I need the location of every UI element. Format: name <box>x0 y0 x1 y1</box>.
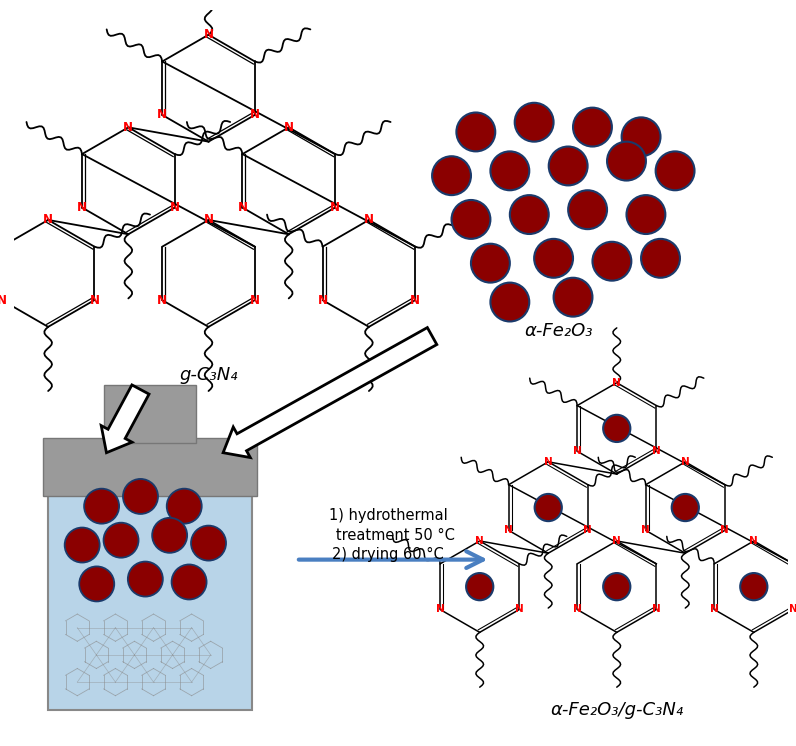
Text: N: N <box>652 604 661 615</box>
Circle shape <box>166 489 201 524</box>
Circle shape <box>607 142 646 181</box>
Text: N: N <box>170 201 180 214</box>
Circle shape <box>573 107 612 146</box>
Text: N: N <box>410 294 420 307</box>
Circle shape <box>553 278 592 316</box>
Text: N: N <box>505 525 513 536</box>
Text: N: N <box>318 294 328 307</box>
Circle shape <box>535 494 562 521</box>
Bar <box>48 467 252 710</box>
Circle shape <box>626 195 665 234</box>
Circle shape <box>622 117 661 156</box>
Text: N: N <box>0 294 7 307</box>
Circle shape <box>672 494 699 521</box>
Circle shape <box>451 200 490 239</box>
Text: N: N <box>612 377 621 388</box>
Circle shape <box>592 242 631 280</box>
Circle shape <box>152 518 187 553</box>
Text: N: N <box>720 525 729 536</box>
Text: N: N <box>43 213 53 227</box>
Text: N: N <box>573 446 582 457</box>
Text: N: N <box>204 213 213 227</box>
Text: N: N <box>475 536 484 546</box>
Polygon shape <box>223 327 437 457</box>
Circle shape <box>490 151 529 190</box>
Circle shape <box>123 479 158 514</box>
Text: N: N <box>544 457 552 467</box>
Text: N: N <box>330 201 340 214</box>
Text: N: N <box>250 294 259 307</box>
Text: N: N <box>158 294 167 307</box>
Circle shape <box>84 489 119 524</box>
Text: N: N <box>583 525 592 536</box>
Circle shape <box>80 566 115 601</box>
Circle shape <box>641 239 680 278</box>
Circle shape <box>103 523 139 558</box>
Circle shape <box>603 573 630 601</box>
Text: 1) hydrothermal: 1) hydrothermal <box>329 508 447 524</box>
Circle shape <box>740 573 767 601</box>
Circle shape <box>548 146 587 186</box>
Circle shape <box>128 562 163 597</box>
Text: N: N <box>204 28 213 41</box>
Text: N: N <box>515 604 524 615</box>
Text: N: N <box>283 121 294 134</box>
Text: N: N <box>158 108 167 122</box>
Text: N: N <box>237 201 248 214</box>
Circle shape <box>64 527 100 562</box>
Circle shape <box>656 151 695 190</box>
Text: N: N <box>250 108 259 122</box>
Circle shape <box>490 283 529 322</box>
Text: 2) drying 60 °C: 2) drying 60 °C <box>333 548 444 562</box>
Circle shape <box>432 156 471 195</box>
Bar <box>43 438 257 496</box>
Text: α-Fe₂O₃/g-C₃N₄: α-Fe₂O₃/g-C₃N₄ <box>550 701 683 719</box>
Text: N: N <box>364 213 374 227</box>
Text: treatment 50 °C: treatment 50 °C <box>322 528 455 543</box>
Polygon shape <box>101 385 149 453</box>
Text: N: N <box>612 536 621 546</box>
Text: g-C₃N₄: g-C₃N₄ <box>179 366 238 384</box>
Text: N: N <box>77 201 87 214</box>
Circle shape <box>466 573 494 601</box>
Text: N: N <box>652 446 661 457</box>
Circle shape <box>568 190 607 229</box>
Text: N: N <box>710 604 719 615</box>
Text: N: N <box>573 604 582 615</box>
Circle shape <box>471 244 510 283</box>
Circle shape <box>515 103 553 142</box>
Circle shape <box>510 195 548 234</box>
Circle shape <box>534 239 573 278</box>
Circle shape <box>456 113 495 151</box>
Text: N: N <box>89 294 100 307</box>
Circle shape <box>191 526 226 560</box>
Text: N: N <box>123 121 134 134</box>
Text: N: N <box>681 457 689 467</box>
Circle shape <box>603 415 630 442</box>
Text: N: N <box>435 604 444 615</box>
Text: α-Fe₂O₃: α-Fe₂O₃ <box>525 322 593 340</box>
Circle shape <box>172 565 207 600</box>
Text: N: N <box>750 536 758 546</box>
Text: N: N <box>789 604 796 615</box>
Text: N: N <box>642 525 650 536</box>
Bar <box>104 385 196 443</box>
